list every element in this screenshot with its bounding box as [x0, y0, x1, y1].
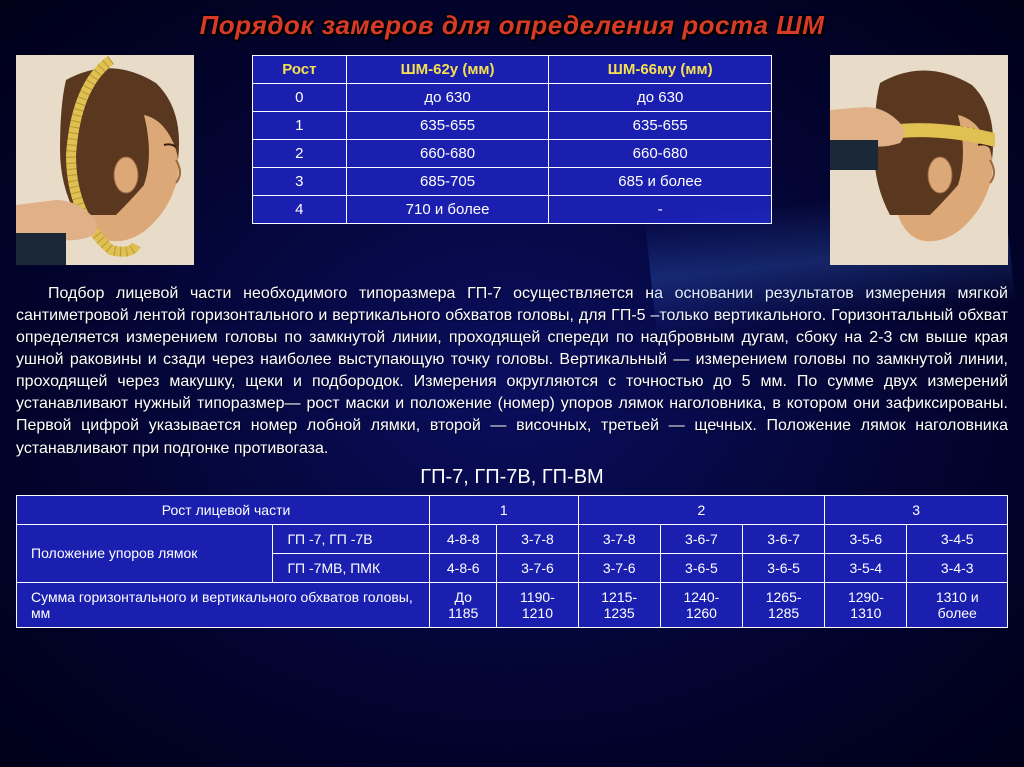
table-cell: 635-655: [346, 112, 549, 140]
table-cell: 660-680: [346, 140, 549, 168]
t2-posb-label: ГП -7МВ, ПМК: [273, 553, 430, 582]
table-cell: 685 и более: [549, 168, 772, 196]
table-cell: 710 и более: [346, 196, 549, 224]
subtitle: ГП-7, ГП-7В, ГП-ВМ: [16, 466, 1008, 489]
size-table-gp7: Рост лицевой части 1 2 3 Положение упоро…: [16, 495, 1008, 628]
table-cell: 1: [253, 112, 347, 140]
t2-pos-label: Положение упоров лямок: [17, 524, 273, 582]
col-rost: Рост: [253, 56, 347, 84]
t2-face-3: 3: [825, 495, 1008, 524]
col-shm62: ШМ-62у (мм): [346, 56, 549, 84]
table-cell: 2: [253, 140, 347, 168]
head-illustration-vertical: [16, 55, 194, 265]
table-cell: до 630: [346, 84, 549, 112]
table-cell: 635-655: [549, 112, 772, 140]
t2-face-2: 2: [578, 495, 825, 524]
table-cell: 3: [253, 168, 347, 196]
page-title: Порядок замеров для определения роста ШМ: [16, 10, 1008, 41]
top-row: Рост ШМ-62у (мм) ШМ-66му (мм) 0до 630до …: [16, 55, 1008, 265]
description-paragraph: Подбор лицевой части необходимого типора…: [16, 283, 1008, 460]
table-cell: 0: [253, 84, 347, 112]
table-cell: до 630: [549, 84, 772, 112]
t2-face-label: Рост лицевой части: [17, 495, 430, 524]
head-illustration-horizontal: [830, 55, 1008, 265]
col-shm66: ШМ-66му (мм): [549, 56, 772, 84]
table-cell: -: [549, 196, 772, 224]
t2-sum-label: Сумма горизонтального и вертикального об…: [17, 582, 430, 627]
table-cell: 660-680: [549, 140, 772, 168]
t2-posa-label: ГП -7, ГП -7В: [273, 524, 430, 553]
table-cell: 4: [253, 196, 347, 224]
table-cell: 685-705: [346, 168, 549, 196]
t2-face-1: 1: [430, 495, 578, 524]
size-table-shm: Рост ШМ-62у (мм) ШМ-66му (мм) 0до 630до …: [252, 55, 772, 224]
